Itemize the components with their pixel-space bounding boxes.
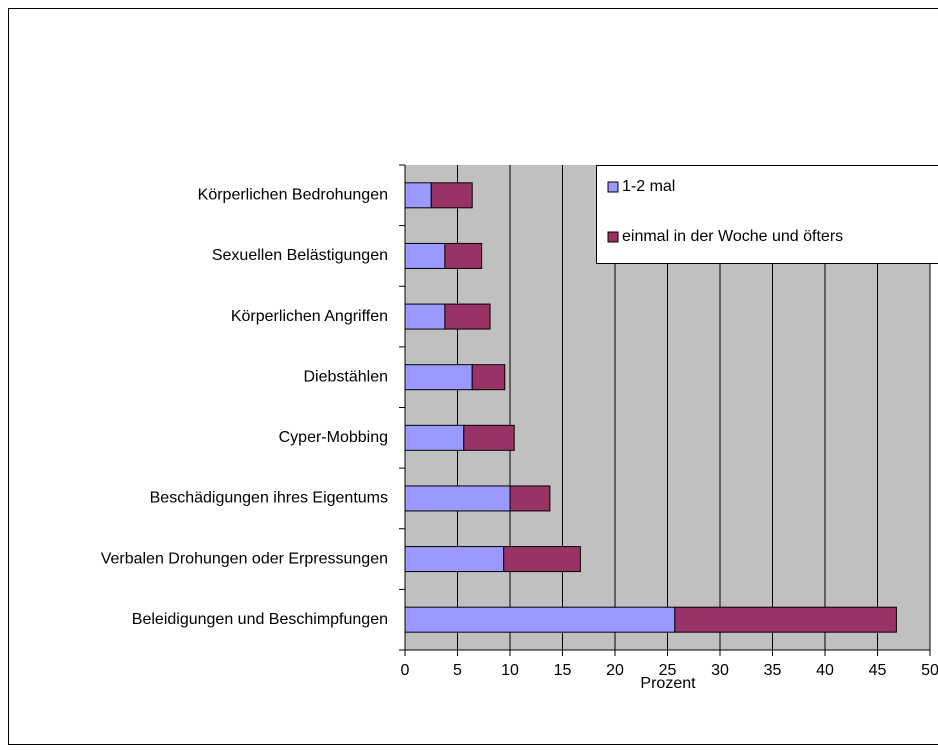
bar-segment [430,182,473,209]
bar-segment [404,242,446,269]
x-axis-label: Prozent [640,675,696,692]
bar-segment [404,485,511,512]
x-tick-label: 10 [501,662,519,679]
legend-swatch [607,231,619,243]
bar-segment [404,303,446,330]
bar-segment [404,606,676,633]
x-tick-label: 15 [554,662,572,679]
bar-segment [463,424,515,451]
bar-segment [444,242,483,269]
y-tick-label: Diebstählen [304,368,389,385]
x-tick-label: 50 [921,662,938,679]
y-tick-label: Körperlichen Bedrohungen [198,187,388,204]
x-tick-label: 35 [764,662,782,679]
y-tick-label: Sexuellen Belästigungen [212,247,388,264]
x-tick-label: 30 [711,662,729,679]
bar-segment [471,364,506,391]
x-tick-label: 25 [659,662,677,679]
bar-segment [404,424,465,451]
y-tick-label: Beschädigungen ihres Eigentums [150,490,388,507]
x-tick-label: 0 [401,662,410,679]
y-tick-label: Cyper-Mobbing [279,429,388,446]
x-tick-label: 40 [816,662,834,679]
bar-segment [444,303,491,330]
bar-segment [503,546,581,573]
bar-segment [404,364,473,391]
y-tick-label: Beleidigungen und Beschimpfungen [132,611,388,628]
x-tick-label: 45 [869,662,887,679]
x-tick-label: 5 [453,662,462,679]
y-tick-label: Verbalen Drohungen oder Erpressungen [101,550,388,567]
legend-box [596,165,938,264]
bar-segment [404,546,505,573]
legend-swatch [607,181,619,193]
bar-segment [509,485,551,512]
legend-label: einmal in der Woche und öfters [622,228,843,245]
bar-segment [404,182,432,209]
legend-label: 1-2 mal [622,178,675,195]
x-tick-label: 20 [606,662,624,679]
bar-segment [674,606,897,633]
y-tick-label: Körperlichen Angriffen [231,308,388,325]
